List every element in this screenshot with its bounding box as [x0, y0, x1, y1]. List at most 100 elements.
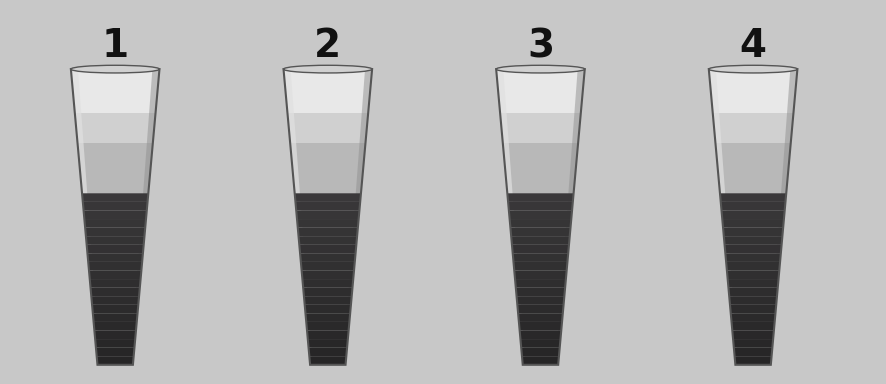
Polygon shape	[82, 202, 148, 210]
Polygon shape	[83, 202, 147, 210]
Polygon shape	[82, 195, 148, 202]
Ellipse shape	[709, 65, 797, 73]
Polygon shape	[303, 283, 353, 291]
Polygon shape	[520, 339, 561, 348]
Polygon shape	[718, 173, 789, 180]
Polygon shape	[295, 202, 361, 210]
Polygon shape	[727, 270, 780, 279]
Polygon shape	[301, 269, 354, 276]
Polygon shape	[73, 84, 158, 91]
Polygon shape	[75, 121, 155, 128]
Ellipse shape	[284, 65, 372, 73]
Polygon shape	[710, 84, 796, 91]
Polygon shape	[78, 151, 152, 158]
Polygon shape	[518, 313, 563, 322]
Polygon shape	[733, 335, 773, 343]
Polygon shape	[517, 296, 564, 305]
Polygon shape	[301, 270, 354, 279]
Polygon shape	[732, 328, 774, 335]
Polygon shape	[291, 143, 365, 151]
Polygon shape	[83, 210, 147, 219]
Polygon shape	[725, 245, 781, 253]
Polygon shape	[712, 114, 794, 121]
Polygon shape	[308, 348, 347, 356]
Polygon shape	[511, 239, 570, 247]
Polygon shape	[733, 339, 773, 348]
Polygon shape	[304, 298, 352, 306]
Polygon shape	[87, 247, 144, 254]
Polygon shape	[89, 262, 142, 270]
Polygon shape	[81, 180, 150, 187]
Polygon shape	[291, 158, 364, 165]
Polygon shape	[307, 320, 349, 328]
Text: 1: 1	[102, 27, 128, 65]
Polygon shape	[500, 106, 581, 114]
Polygon shape	[723, 224, 783, 232]
Polygon shape	[80, 173, 150, 180]
Polygon shape	[509, 210, 572, 219]
Polygon shape	[725, 247, 781, 254]
Polygon shape	[520, 335, 561, 343]
Polygon shape	[726, 254, 781, 261]
Polygon shape	[92, 305, 138, 313]
Polygon shape	[720, 195, 786, 202]
Polygon shape	[731, 320, 774, 328]
Polygon shape	[709, 69, 738, 365]
Polygon shape	[87, 245, 144, 253]
Polygon shape	[291, 151, 365, 158]
Polygon shape	[731, 313, 775, 322]
Polygon shape	[298, 224, 358, 232]
Polygon shape	[75, 114, 156, 121]
Polygon shape	[505, 165, 576, 173]
Polygon shape	[496, 69, 525, 365]
Polygon shape	[130, 69, 159, 365]
Polygon shape	[734, 348, 773, 356]
Polygon shape	[293, 180, 362, 187]
Polygon shape	[511, 236, 570, 245]
Polygon shape	[287, 106, 369, 114]
Polygon shape	[89, 279, 141, 288]
Polygon shape	[301, 262, 354, 270]
Polygon shape	[727, 262, 780, 270]
Polygon shape	[499, 99, 582, 106]
Polygon shape	[507, 187, 574, 195]
Polygon shape	[517, 305, 563, 313]
Polygon shape	[296, 210, 360, 217]
Polygon shape	[292, 165, 363, 173]
Polygon shape	[78, 143, 152, 151]
Polygon shape	[96, 348, 135, 356]
Polygon shape	[308, 343, 347, 350]
Polygon shape	[517, 306, 563, 313]
Polygon shape	[284, 69, 313, 365]
Polygon shape	[288, 121, 368, 128]
Polygon shape	[97, 358, 134, 365]
Polygon shape	[520, 331, 561, 339]
Polygon shape	[508, 195, 573, 202]
Polygon shape	[513, 253, 568, 262]
Polygon shape	[711, 99, 795, 106]
Polygon shape	[521, 350, 559, 358]
Polygon shape	[501, 128, 579, 136]
Polygon shape	[77, 136, 153, 143]
Polygon shape	[84, 217, 146, 224]
Polygon shape	[510, 224, 571, 232]
Polygon shape	[508, 193, 573, 202]
Polygon shape	[285, 91, 370, 99]
Polygon shape	[497, 76, 584, 84]
Polygon shape	[727, 276, 779, 283]
Polygon shape	[521, 348, 560, 356]
Polygon shape	[300, 261, 354, 269]
Polygon shape	[94, 320, 136, 328]
Polygon shape	[96, 343, 135, 350]
Polygon shape	[74, 99, 157, 106]
Polygon shape	[90, 288, 140, 296]
Polygon shape	[97, 356, 134, 365]
Polygon shape	[97, 350, 134, 358]
Polygon shape	[308, 350, 347, 358]
Polygon shape	[509, 219, 571, 228]
Polygon shape	[508, 202, 573, 210]
Polygon shape	[94, 322, 136, 331]
Polygon shape	[89, 261, 142, 269]
Polygon shape	[287, 114, 368, 121]
Polygon shape	[295, 195, 361, 202]
